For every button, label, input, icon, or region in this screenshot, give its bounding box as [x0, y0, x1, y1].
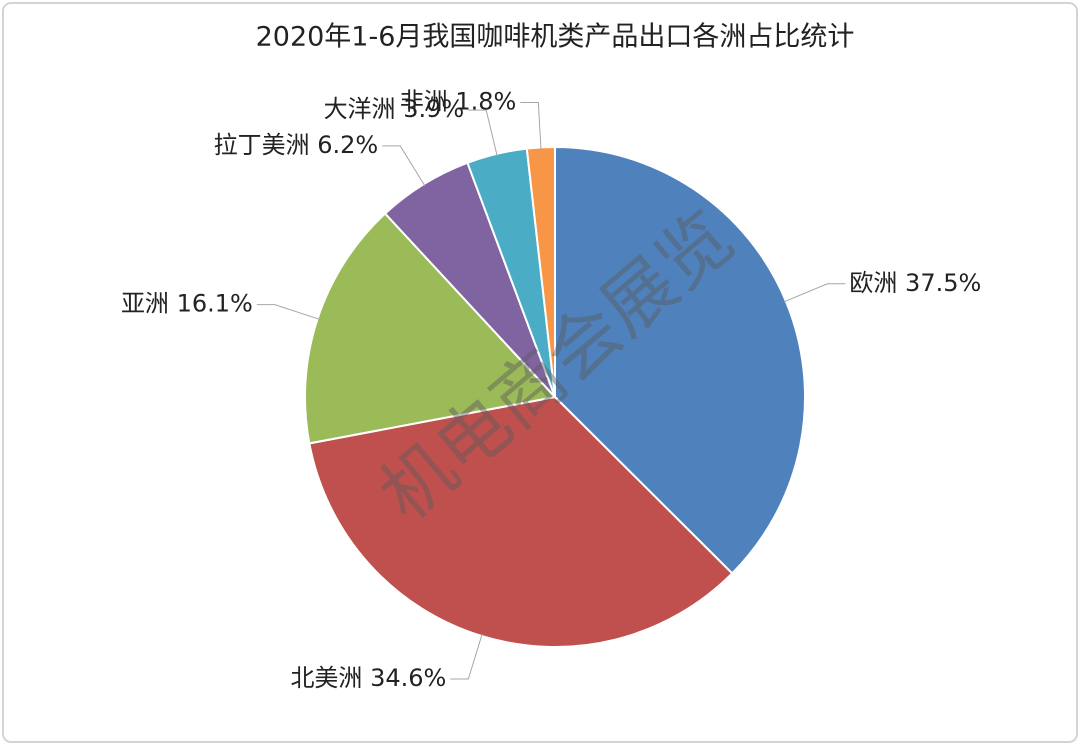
leader-line: [382, 145, 426, 187]
slice-label: 大洋洲 3.9%: [324, 95, 465, 123]
slice-label: 非洲 1.8%: [400, 87, 517, 115]
leader-line: [450, 633, 483, 680]
slice-label: 拉丁美洲 6.2%: [214, 131, 379, 159]
leader-line: [256, 304, 320, 320]
category-label: 欧洲: [849, 269, 897, 297]
value-label: 37.5%: [905, 269, 981, 297]
value-label: 16.1%: [177, 290, 253, 318]
slice-label: 北美洲 34.6%: [290, 664, 446, 692]
leader-line: [520, 101, 542, 150]
value-label: 34.6%: [370, 664, 446, 692]
category-label: 非洲: [400, 87, 448, 115]
value-label: 6.2%: [317, 131, 378, 159]
slice-label: 亚洲 16.1%: [121, 290, 253, 318]
value-label: 3.9%: [403, 95, 464, 123]
category-label: 大洋洲: [324, 95, 396, 123]
pie: 欧洲 37.5% 北美洲 34.6% 亚洲 16.1% 拉丁美洲 6.2% 大洋洲 3.…: [121, 87, 981, 692]
value-label: 1.8%: [455, 87, 516, 115]
chart-title: 2020年1-6月我国咖啡机类产品出口各洲占比统计: [256, 22, 855, 53]
slice-label: 欧洲 37.5%: [849, 269, 981, 297]
category-label: 亚洲: [121, 290, 169, 318]
category-label: 北美洲: [290, 664, 362, 692]
category-label: 拉丁美洲: [214, 131, 310, 159]
leader-line: [468, 109, 498, 156]
leader-line: [783, 283, 846, 303]
